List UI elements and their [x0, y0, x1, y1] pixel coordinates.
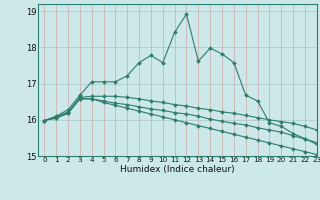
- X-axis label: Humidex (Indice chaleur): Humidex (Indice chaleur): [120, 165, 235, 174]
